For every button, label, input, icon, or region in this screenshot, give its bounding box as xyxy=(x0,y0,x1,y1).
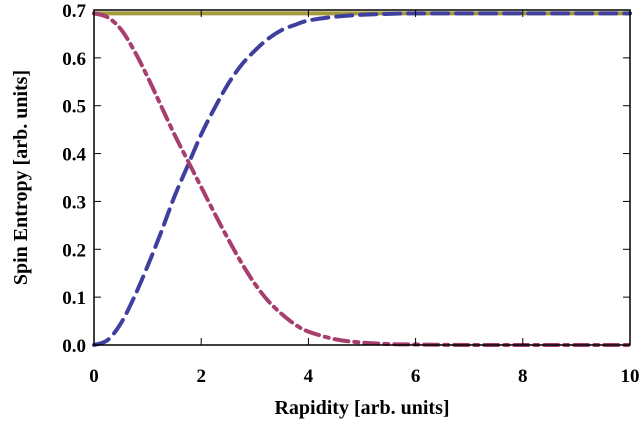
x-tick-label: 4 xyxy=(304,366,314,387)
x-tick-label: 0 xyxy=(89,366,99,387)
y-tick-label: 0.2 xyxy=(62,240,86,261)
y-axis-label: Spin Entropy [arb. units] xyxy=(10,70,32,285)
series-line-dashed xyxy=(92,11,632,347)
plot-frame xyxy=(93,9,631,346)
x-axis-label: Rapidity [arb. units] xyxy=(274,397,449,419)
y-tick-label: 0.3 xyxy=(62,192,86,213)
y-tick-label: 0.1 xyxy=(62,288,86,309)
x-tick-label: 6 xyxy=(411,366,421,387)
y-tick-label: 0.0 xyxy=(62,336,86,357)
x-tick-label: 10 xyxy=(621,366,640,387)
y-tick-label: 0.4 xyxy=(62,145,86,166)
series-line-dash-dot xyxy=(92,11,632,348)
x-tick-label: 2 xyxy=(196,366,206,387)
ticks-layer: 0 2 4 6 8 10 0.0 0.1 0.2 0.3 0.4 0.5 0.6 0.7 xyxy=(62,1,639,387)
series-layer xyxy=(92,11,632,348)
x-tick-label: 8 xyxy=(518,366,528,387)
y-tick-label: 0.7 xyxy=(62,1,86,22)
y-tick-label: 0.5 xyxy=(62,97,86,118)
y-tick-label: 0.6 xyxy=(62,49,86,70)
